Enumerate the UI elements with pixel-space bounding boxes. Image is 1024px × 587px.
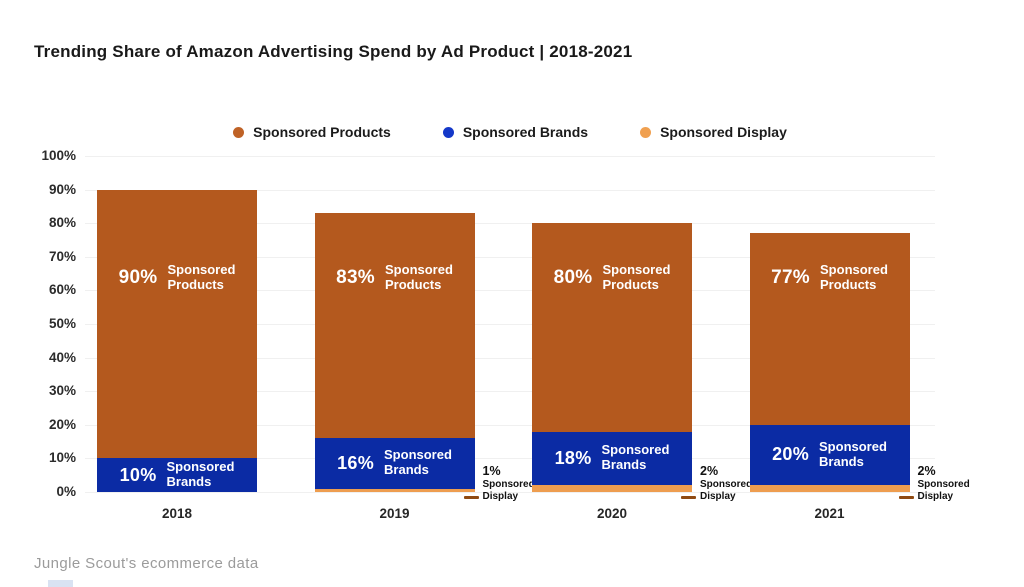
x-axis-label-2020: 2020 — [596, 506, 628, 521]
y-axis-tick-label: 30% — [48, 383, 76, 399]
brands-value: 20% — [772, 444, 810, 465]
bar-2021-brands-label: 20% Sponsored Brands — [772, 439, 887, 470]
y-axis-tick-label: 70% — [48, 248, 76, 264]
y-axis: 100% 90% 80% 70% 60% 50% 40% 30% 20% 10% 0% — [0, 148, 76, 499]
y-axis-tick-label: 80% — [48, 215, 76, 231]
bar-2021-brands-segment — [749, 424, 910, 492]
display-callout-dash-icon — [681, 495, 696, 499]
legend-item-sponsored-brands: Sponsored Brands — [442, 124, 589, 140]
display-name-line2: Display — [681, 491, 752, 503]
plot-area: 90% Sponsored Products 10% Sponsored Brand… — [85, 156, 970, 521]
gridline — [85, 223, 935, 225]
products-name: Sponsored Products — [820, 262, 888, 292]
legend-label: Sponsored Products — [253, 124, 391, 140]
bar-2021-products-label: 77% Sponsored Products — [771, 262, 888, 293]
y-axis-tick-label: 0% — [56, 484, 76, 499]
display-callout-2019: 1% Sponsored Display — [463, 463, 535, 503]
brands-name: Sponsored Brands — [384, 447, 452, 478]
gridline — [85, 492, 935, 493]
gridline — [85, 357, 935, 359]
legend-item-sponsored-display: Sponsored Display — [640, 124, 787, 140]
y-axis-tick-label: 50% — [48, 316, 76, 331]
legend-label: Sponsored Display — [660, 124, 787, 140]
brands-name: Sponsored Brands — [166, 459, 235, 490]
products-value: 77% — [771, 267, 811, 288]
x-axis-label-2021: 2021 — [814, 506, 845, 521]
bar-2019-display-segment — [314, 488, 475, 492]
legend-dot-products-icon — [233, 126, 245, 138]
x-axis-label-2018: 2018 — [161, 506, 193, 521]
products-name: Sponsored Products — [602, 262, 671, 292]
bar-2018-brands-segment — [97, 458, 257, 492]
bar-2021-display-segment — [749, 485, 910, 492]
display-value: 2% — [700, 463, 719, 478]
y-axis-tick-label: 40% — [48, 349, 76, 365]
bar-2018-products-segment — [97, 189, 257, 492]
display-name-line2: Display — [898, 491, 970, 503]
bar-2020-products-label: 80% Sponsored Products — [553, 262, 671, 293]
display-name-line1: Sponsored — [917, 478, 970, 490]
gridline — [85, 391, 935, 393]
legend: Sponsored Products Sponsored Brands Spon… — [85, 124, 935, 140]
brands-name: Sponsored Brands — [819, 439, 887, 470]
gridline — [85, 290, 935, 292]
products-name: Sponsored Products — [385, 262, 453, 292]
gridline — [85, 324, 935, 325]
display-callout-2021: 2% Sponsored Display — [898, 463, 970, 503]
chart-title: Trending Share of Amazon Advertising Spe… — [34, 42, 633, 61]
cropped-element-bottom-left — [48, 580, 73, 587]
brands-value: 16% — [337, 452, 375, 473]
bar-2020-display-segment — [532, 485, 692, 492]
legend-dot-brands-icon — [442, 126, 454, 138]
display-callout-dash-icon — [898, 495, 914, 499]
brands-value: 18% — [554, 447, 592, 468]
y-axis-tick-label: 100% — [41, 148, 76, 163]
legend-dot-display-icon — [640, 126, 652, 138]
display-name-line2: Display — [463, 491, 535, 503]
bar-2020-brands-label: 18% Sponsored Brands — [555, 443, 670, 473]
products-name: Sponsored Products — [167, 262, 236, 292]
y-axis-tick-label: 60% — [48, 282, 76, 298]
products-value: 90% — [118, 267, 158, 288]
gridline — [85, 458, 935, 460]
gridline — [85, 189, 935, 191]
display-value: 1% — [482, 463, 501, 478]
gridline — [85, 424, 935, 426]
display-name-line1: Sponsored — [700, 478, 753, 490]
bar-2019-products-label: 83% Sponsored Products — [336, 262, 453, 293]
bar-2018-products-label: 90% Sponsored Products — [118, 262, 236, 293]
source-note: Jungle Scout's ecommerce data — [34, 555, 259, 572]
bar-2019-brands-segment — [314, 438, 475, 492]
y-axis-tick-label: 90% — [48, 181, 76, 197]
display-callout-2020: 2% Sponsored Display — [681, 463, 753, 503]
brands-value: 10% — [119, 464, 157, 485]
bar-2018-brands-label: 10% Sponsored Brands — [119, 459, 235, 490]
display-value: 2% — [917, 463, 936, 478]
bar-2020-brands-segment — [532, 431, 692, 492]
y-axis-tick-label: 10% — [48, 450, 76, 466]
display-callout-dash-icon — [463, 495, 479, 499]
gridline — [85, 156, 935, 157]
brands-name: Sponsored Brands — [601, 442, 670, 473]
x-axis-label-2019: 2019 — [379, 506, 410, 521]
legend-item-sponsored-products: Sponsored Products — [233, 124, 391, 140]
products-value: 83% — [336, 267, 376, 288]
display-name-line1: Sponsored — [482, 478, 535, 490]
bar-2019-brands-label: 16% Sponsored Brands — [337, 447, 452, 479]
gridline — [85, 256, 935, 258]
legend-label: Sponsored Brands — [462, 124, 589, 140]
products-value: 80% — [553, 267, 593, 288]
y-axis-tick-label: 20% — [48, 416, 76, 432]
